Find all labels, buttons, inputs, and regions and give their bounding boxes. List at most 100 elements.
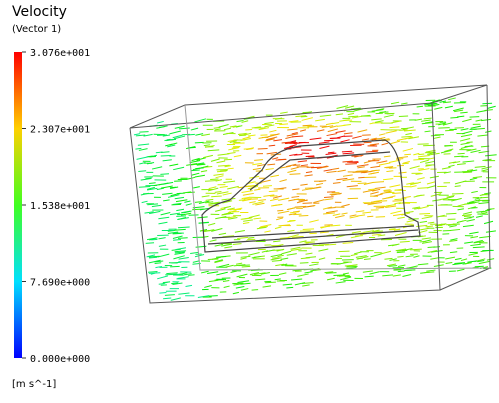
velocity-vector xyxy=(471,150,481,152)
velocity-vector xyxy=(362,139,369,140)
domain-box xyxy=(130,85,490,303)
velocity-vector xyxy=(470,244,480,245)
velocity-vector xyxy=(391,102,399,104)
velocity-vector xyxy=(290,174,301,175)
velocity-vector xyxy=(267,152,277,153)
velocity-vector xyxy=(336,131,346,133)
velocity-vector xyxy=(445,257,455,259)
velocity-vector xyxy=(324,199,333,200)
velocity-vector xyxy=(390,211,401,214)
velocity-vector xyxy=(392,193,401,194)
velocity-vector xyxy=(370,166,380,167)
velocity-vector xyxy=(389,127,399,128)
velocity-vector xyxy=(348,113,354,114)
velocity-vector xyxy=(324,197,334,198)
velocity-vector xyxy=(445,130,454,131)
velocity-vector xyxy=(485,155,497,156)
velocity-vector xyxy=(279,180,286,182)
velocity-vector xyxy=(366,151,378,152)
velocity-vector xyxy=(155,263,162,264)
velocity-vector xyxy=(327,134,338,136)
velocity-vector xyxy=(224,286,230,287)
velocity-vector xyxy=(341,204,349,206)
velocity-vector xyxy=(311,167,322,168)
velocity-vector xyxy=(306,253,313,254)
velocity-vector xyxy=(209,280,218,281)
velocity-vector xyxy=(173,167,184,169)
velocity-vector xyxy=(406,256,414,257)
velocity-vector xyxy=(461,143,470,145)
velocity-vector xyxy=(266,169,274,170)
velocity-vector xyxy=(397,256,403,257)
velocity-vector xyxy=(165,295,175,296)
velocity-vector xyxy=(171,283,178,284)
velocity-vector xyxy=(202,196,210,197)
velocity-vector xyxy=(211,159,220,161)
velocity-vector xyxy=(347,186,358,187)
velocity-vector xyxy=(138,144,149,145)
legend-title: Velocity xyxy=(12,4,67,20)
velocity-vector xyxy=(445,106,453,108)
velocity-vector xyxy=(176,200,187,202)
velocity-vector xyxy=(470,117,480,118)
velocity-vector xyxy=(223,181,235,182)
viewport: Velocity (Vector 1) [m s^-1] 3.076e+0012… xyxy=(0,0,499,399)
velocity-vector xyxy=(186,204,192,206)
velocity-vector xyxy=(237,237,248,238)
velocity-vector xyxy=(245,130,252,131)
velocity-vector xyxy=(216,161,225,163)
velocity-vector xyxy=(148,271,157,272)
velocity-vector xyxy=(300,184,307,185)
velocity-vector xyxy=(430,258,438,259)
velocity-vector xyxy=(264,122,273,123)
velocity-vector xyxy=(332,168,339,169)
velocity-vector xyxy=(241,256,251,257)
velocity-vector xyxy=(338,251,349,252)
velocity-vector xyxy=(467,261,477,262)
velocity-vector xyxy=(394,199,406,200)
velocity-vector xyxy=(350,215,357,216)
velocity-vector xyxy=(413,159,424,160)
velocity-vector xyxy=(333,214,341,216)
velocity-vector xyxy=(457,116,464,117)
velocity-vector xyxy=(190,160,200,162)
velocity-vector xyxy=(481,119,491,120)
velocity-vector xyxy=(469,232,478,234)
velocity-vector xyxy=(206,199,214,200)
velocity-vector xyxy=(170,266,180,267)
velocity-vector xyxy=(220,186,228,187)
velocity-vector xyxy=(470,237,478,238)
velocity-vector xyxy=(291,279,302,280)
velocity-vector xyxy=(399,172,407,173)
velocity-vector xyxy=(267,164,275,165)
velocity-vector xyxy=(317,130,324,132)
velocity-vector xyxy=(376,217,385,218)
velocity-vector xyxy=(463,212,472,214)
velocity-vector xyxy=(219,124,229,127)
velocity-vector xyxy=(281,258,289,259)
velocity-vector xyxy=(224,247,232,248)
velocity-vector xyxy=(208,223,215,225)
velocity-vector xyxy=(243,220,253,221)
velocity-vector xyxy=(328,129,338,132)
velocity-vector xyxy=(161,212,171,214)
velocity-vector xyxy=(263,286,271,287)
velocity-vector xyxy=(273,140,282,141)
velocity-vector xyxy=(448,165,454,167)
velocity-vector xyxy=(269,130,276,132)
velocity-vector xyxy=(235,230,245,232)
velocity-vector xyxy=(320,115,331,116)
velocity-vector xyxy=(375,187,386,188)
velocity-vector xyxy=(163,200,170,201)
velocity-vector xyxy=(138,171,146,172)
velocity-vector xyxy=(358,130,368,132)
velocity-vector xyxy=(319,258,325,260)
velocity-vector xyxy=(463,225,474,226)
velocity-vector xyxy=(374,194,383,196)
velocity-vector xyxy=(269,145,275,146)
velocity-vector xyxy=(384,115,394,117)
velocity-vector xyxy=(306,172,312,173)
velocity-vector xyxy=(453,162,460,163)
velocity-vector xyxy=(328,208,336,209)
velocity-vector xyxy=(215,129,221,130)
